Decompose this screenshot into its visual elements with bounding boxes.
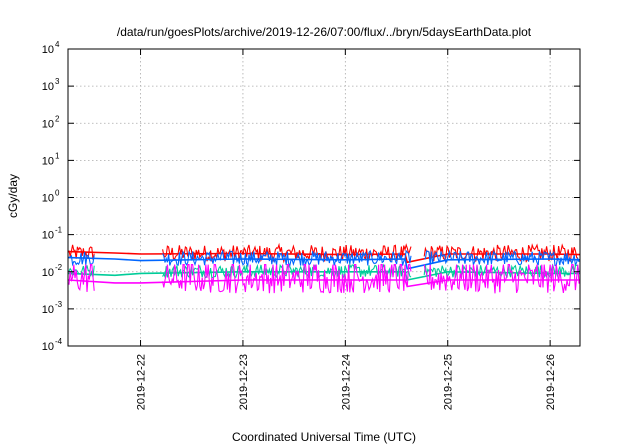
series-line-4 [68,264,580,294]
x-axis: 2019-12-22 2019-12-23 2019-12-24 2019-12-25… [136,49,557,410]
y-tick-exponent: -4 [55,337,63,346]
y-tick-label: 10 [42,341,54,353]
y-tick-label: 10 [42,81,54,93]
y-tick-label: 10 [42,155,54,167]
y-tick-exponent: -3 [55,300,63,309]
series-line-1-trend [67,250,581,264]
y-tick-label: 10 [42,267,54,279]
y-tick-exponent: 4 [55,40,60,49]
x-tick-label: 2019-12-25 [443,354,455,410]
x-tick-label: 2019-12-24 [340,354,352,410]
series-line-1 [68,242,580,264]
series-line-2 [68,249,580,268]
chart-title: /data/run/goesPlots/archive/2019-12-26/0… [117,25,532,39]
y-tick-exponent: -1 [55,226,63,235]
x-tick-label: 2019-12-23 [238,354,250,410]
series-line-2-trend [67,256,581,270]
y-tick-exponent: 3 [55,77,60,86]
y-tick-exponent: -2 [55,263,63,272]
y-tick-label: 10 [42,44,54,56]
x-axis-label: Coordinated Universal Time (UTC) [232,430,416,444]
x-tick-label: 2019-12-26 [545,354,557,410]
y-tick-label: 10 [42,118,54,130]
y-tick-label: 10 [42,230,54,242]
y-tick-label: 10 [42,193,54,205]
y-tick-exponent: 2 [55,114,60,123]
y-axis-label: cGy/day [6,174,20,218]
y-tick-exponent: 0 [55,189,60,198]
grid [68,48,580,347]
y-tick-exponent: 1 [55,151,60,160]
y-tick-label: 10 [42,304,54,316]
x-tick-label: 2019-12-22 [136,354,148,410]
series-group [67,242,581,294]
